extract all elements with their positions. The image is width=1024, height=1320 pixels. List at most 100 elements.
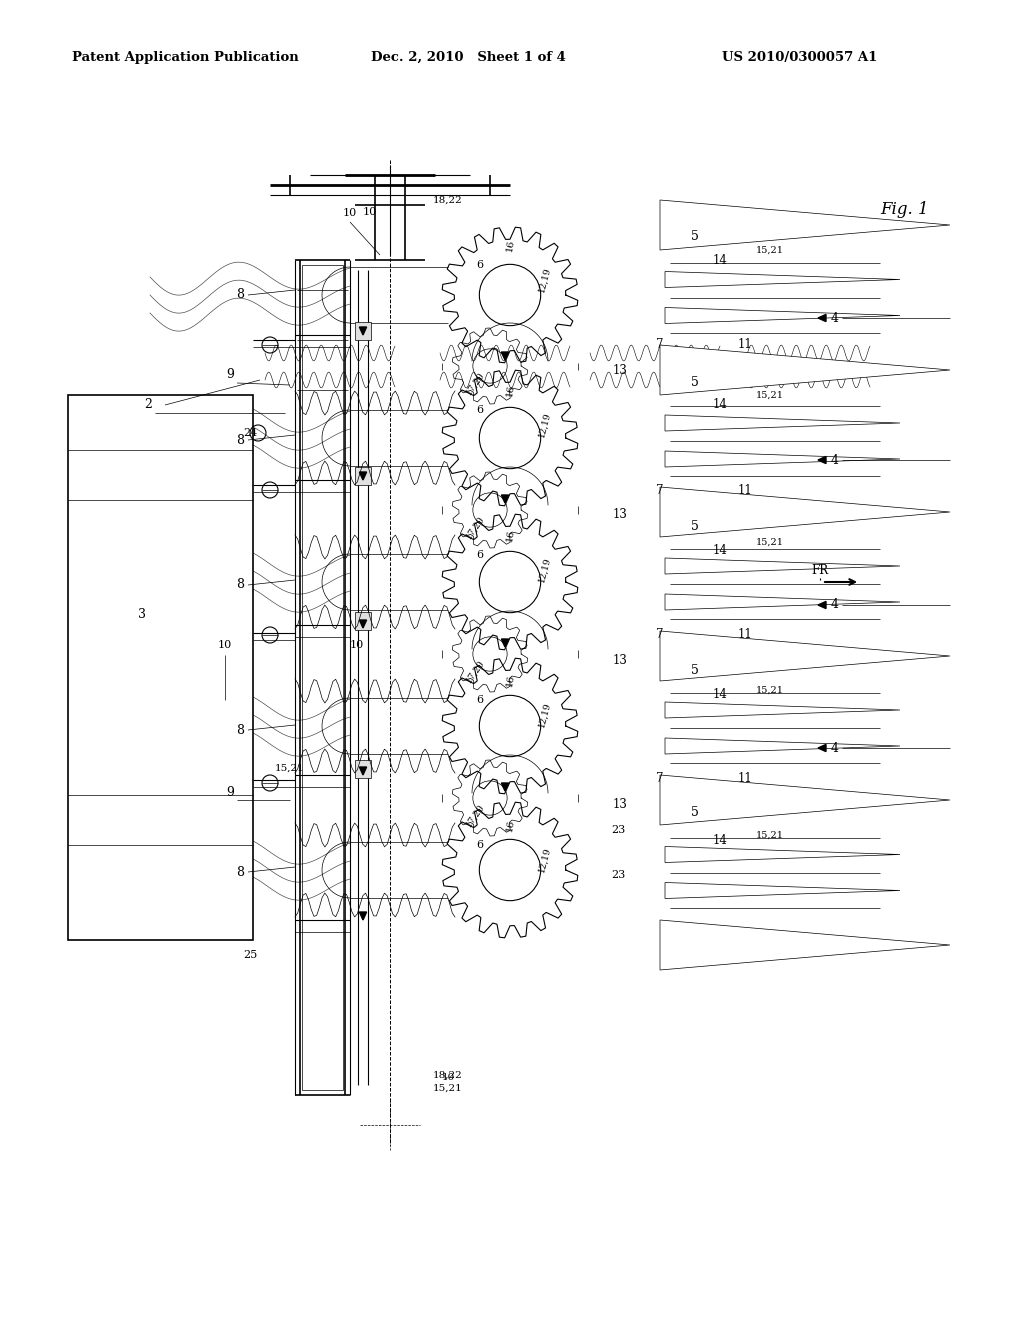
Text: 14: 14 <box>713 544 727 557</box>
Text: 16: 16 <box>505 673 515 686</box>
Polygon shape <box>665 594 900 610</box>
Text: 12,19: 12,19 <box>538 701 553 729</box>
Text: 14: 14 <box>713 689 727 701</box>
Text: 7: 7 <box>656 771 664 784</box>
Text: 14: 14 <box>713 399 727 412</box>
Text: 16: 16 <box>505 238 515 252</box>
Text: 12,19: 12,19 <box>538 267 553 293</box>
Text: 17,20: 17,20 <box>464 801 486 828</box>
Polygon shape <box>818 314 826 322</box>
Text: 5: 5 <box>691 520 699 532</box>
Bar <box>302 265 343 1090</box>
Polygon shape <box>502 639 509 647</box>
Text: 5: 5 <box>691 231 699 243</box>
Polygon shape <box>502 783 509 791</box>
Text: 11: 11 <box>737 628 753 642</box>
Text: 7: 7 <box>656 338 664 351</box>
Text: 13: 13 <box>612 508 628 521</box>
Polygon shape <box>359 327 367 335</box>
Text: 11: 11 <box>737 338 753 351</box>
Polygon shape <box>359 473 367 480</box>
Text: 6: 6 <box>476 696 483 705</box>
Text: 15,21: 15,21 <box>756 391 784 400</box>
Text: 11: 11 <box>737 771 753 784</box>
Polygon shape <box>665 308 900 323</box>
Text: 9: 9 <box>226 785 233 799</box>
Text: 10: 10 <box>343 209 357 218</box>
Text: 15,21: 15,21 <box>275 763 305 772</box>
Polygon shape <box>359 620 367 628</box>
Text: 17,20: 17,20 <box>464 657 486 684</box>
Polygon shape <box>665 272 900 288</box>
Text: 12,19: 12,19 <box>538 412 553 438</box>
Text: 25: 25 <box>243 950 257 960</box>
Text: 8: 8 <box>236 866 244 879</box>
Polygon shape <box>665 883 900 899</box>
Polygon shape <box>665 558 900 574</box>
Text: 23: 23 <box>611 825 625 836</box>
Polygon shape <box>665 451 900 467</box>
Text: 15,21: 15,21 <box>756 685 784 694</box>
Text: 4: 4 <box>831 598 839 611</box>
Text: 5: 5 <box>691 375 699 388</box>
Text: Fig. 1: Fig. 1 <box>881 202 930 219</box>
Polygon shape <box>660 487 950 537</box>
Bar <box>355 322 371 341</box>
Text: 6: 6 <box>476 405 483 414</box>
Text: 18,22: 18,22 <box>433 1071 463 1080</box>
Text: 14: 14 <box>713 833 727 846</box>
Bar <box>355 612 371 630</box>
Text: 15,21: 15,21 <box>756 537 784 546</box>
Text: 12,19: 12,19 <box>538 557 553 583</box>
Text: 13: 13 <box>612 799 628 812</box>
Polygon shape <box>502 495 509 503</box>
Text: 23: 23 <box>611 870 625 880</box>
Text: US 2010/0300057 A1: US 2010/0300057 A1 <box>722 50 878 63</box>
Text: 2: 2 <box>144 399 152 412</box>
Polygon shape <box>665 702 900 718</box>
Polygon shape <box>660 631 950 681</box>
Bar <box>68 395 253 940</box>
Bar <box>355 467 371 484</box>
Polygon shape <box>665 846 900 862</box>
Text: 8: 8 <box>236 289 244 301</box>
Text: 7: 7 <box>656 483 664 496</box>
Text: 3: 3 <box>138 609 146 622</box>
Text: 7: 7 <box>656 628 664 642</box>
Text: 14: 14 <box>713 253 727 267</box>
Text: Dec. 2, 2010   Sheet 1 of 4: Dec. 2, 2010 Sheet 1 of 4 <box>371 50 565 63</box>
Polygon shape <box>665 738 900 754</box>
Text: 10: 10 <box>350 640 365 649</box>
Polygon shape <box>502 352 509 360</box>
Text: 5: 5 <box>691 805 699 818</box>
Text: 8: 8 <box>236 433 244 446</box>
Text: 4: 4 <box>831 454 839 466</box>
Text: 5: 5 <box>691 664 699 676</box>
Text: 9: 9 <box>226 368 233 381</box>
Text: 16: 16 <box>505 818 515 832</box>
Text: 17,20: 17,20 <box>464 370 486 396</box>
Text: 11: 11 <box>737 483 753 496</box>
Text: 10: 10 <box>441 1072 455 1081</box>
Polygon shape <box>818 457 826 463</box>
Polygon shape <box>359 912 367 920</box>
Text: 10: 10 <box>218 640 232 649</box>
Text: FR: FR <box>811 564 828 577</box>
Polygon shape <box>359 767 367 775</box>
Text: 18,22: 18,22 <box>433 195 463 205</box>
Bar <box>355 760 371 777</box>
Text: 6: 6 <box>476 260 483 271</box>
Text: 13: 13 <box>612 363 628 376</box>
Text: 4: 4 <box>831 312 839 325</box>
Text: 15,21: 15,21 <box>756 246 784 255</box>
Text: 17,20: 17,20 <box>464 513 486 540</box>
Text: 16: 16 <box>505 383 515 397</box>
Text: 6: 6 <box>476 840 483 850</box>
Text: 24: 24 <box>243 428 257 438</box>
Polygon shape <box>660 775 950 825</box>
Text: 10: 10 <box>362 207 377 216</box>
Polygon shape <box>818 744 826 751</box>
Polygon shape <box>665 414 900 432</box>
Text: 4: 4 <box>831 742 839 755</box>
Text: Patent Application Publication: Patent Application Publication <box>72 50 298 63</box>
